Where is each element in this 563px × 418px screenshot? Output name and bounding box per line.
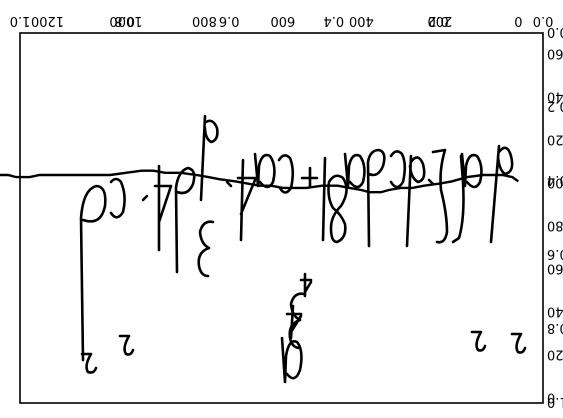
pixel-y-tick-label: 120 [547,132,563,147]
overlay-x-tick-label: 0.6 [219,13,240,28]
glyph-a [253,152,276,189]
series-line [0,169,520,194]
glyph-d [199,114,219,202]
glyph-c [109,177,126,219]
glyph-exp-2 [118,334,135,356]
pixel-x-tick-label: 1200 [31,13,64,28]
pixel-x-tick-label: 200 [427,13,452,28]
glyph-a [280,336,303,384]
glyph-exp-4 [299,272,313,298]
overlay-x-tick-label: 0.0 [533,13,554,28]
pixel-y-tick-label: 160 [547,46,563,61]
overlay-y-tick-label: 1.0 [547,394,563,409]
pixel-y-tick-label: 20 [547,347,563,362]
glyph-exp-2 [80,352,98,374]
pixel-y-tick-label: 80 [547,218,563,233]
glyph-d [405,154,426,248]
overlay-y-tick-label: 0.2 [547,98,563,113]
plot-border [19,32,544,404]
overlay-y-tick-label: 0.6 [547,246,563,261]
overlay-x-tick-label: 0.2 [428,13,449,28]
formula-denominator [280,272,313,384]
glyph-8 [327,174,348,244]
glyph-exp-2 [470,330,487,352]
glyph-c [277,154,295,194]
overlay-y-tick-labels: 0.0 0.2 0.4 0.6 0.8 1.0 [547,24,563,409]
glyph-4 [285,304,303,340]
glyph-b [79,184,107,362]
overlay-x-tick-label: 0.4 [323,13,344,28]
glyph-a [343,152,366,189]
overlay-y-tick-label: 0.8 [547,320,563,335]
glyph-b [366,148,386,248]
pixel-x-tick-label: 0 [514,13,522,28]
pixel-x-tick-labels: 0 200 400 600 800 1000 1200 [31,13,523,28]
glyph-7 [451,154,465,244]
glyph-2 [431,148,449,244]
pixel-y-tick-label: 100 [547,175,563,190]
pixel-y-tick-label: 140 [547,89,563,104]
pixel-y-tick-labels: 0 20 40 60 80 100 120 140 160 [547,46,563,405]
overlay-y-tick-label: 0.0 [547,24,563,39]
glyph-plus [300,166,319,188]
glyph-d [489,144,514,244]
pixel-x-tick-label: 400 [349,13,374,28]
pixel-y-tick-label: 40 [547,304,563,319]
overlay-y-tick-label: 0.4 [547,172,563,187]
pixel-y-tick-label: 0 [547,390,555,405]
overlay-x-tick-label: 0.8 [114,13,135,28]
glyph-a [460,152,483,189]
pixel-x-tick-label: 800 [192,13,217,28]
formula-numerator [79,114,527,374]
overlay-x-tick-labels: 0.0 0.2 0.4 0.6 0.8 1.0 [10,13,554,28]
glyph-minus [141,194,149,202]
glyph-4 [153,164,173,252]
overlay-x-tick-label: 1.0 [10,13,31,28]
pixel-x-tick-label: 600 [270,13,295,28]
pixel-x-tick-label: 1000 [109,13,142,28]
glyph-minus [427,178,435,186]
glyph-exp-2 [510,332,527,354]
glyph-4 [236,158,257,242]
glyph-b [174,166,196,274]
pixel-y-tick-label: 60 [547,261,563,276]
glyph-c [389,150,407,189]
glyph-1 [321,156,327,242]
glyph-exp-3 [197,220,215,278]
glyph-minus [225,180,233,188]
rotated-figure: 0.0 0.2 0.4 0.6 0.8 1.0 0.0 0.2 0.4 0.6 0.8 1.0 0 2… [0,13,563,409]
